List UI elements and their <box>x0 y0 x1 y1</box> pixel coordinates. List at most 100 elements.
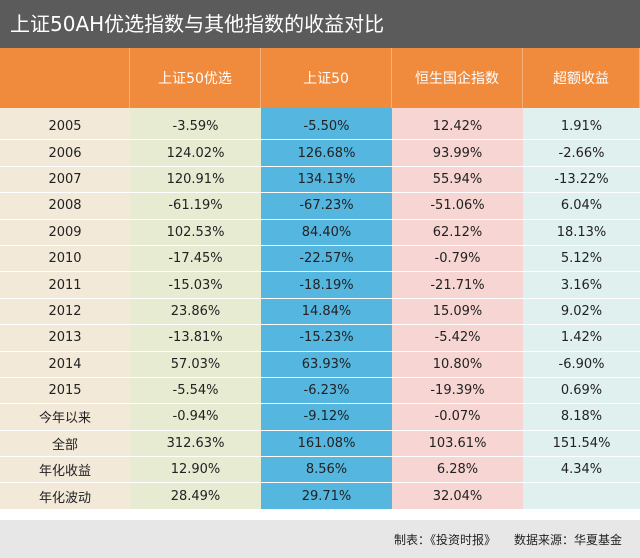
table-cell: 3.16% <box>523 272 640 299</box>
header-spacer <box>523 108 640 114</box>
footer-maker: 制表：《投资时报》 <box>393 532 496 547</box>
row-label: 2011 <box>0 272 130 299</box>
table-cell: 6.04% <box>523 193 640 220</box>
table-cell: -15.23% <box>261 325 392 352</box>
table-cell: 6.28% <box>392 457 523 484</box>
table-cell: -21.71% <box>392 272 523 299</box>
header-spacer <box>130 108 261 114</box>
table-cell: 93.99% <box>392 140 523 167</box>
table-cell: 28.49% <box>130 483 261 510</box>
table-cell: 161.08% <box>261 430 392 458</box>
table-cell: 18.13% <box>523 219 640 246</box>
table-cell: 84.40% <box>261 219 392 246</box>
table-cell: 32.04% <box>392 483 523 510</box>
row-label: 2009 <box>0 219 130 246</box>
table-cell: -0.07% <box>392 404 523 431</box>
header-cell-sz50: 上证50 <box>261 48 392 108</box>
row-label: 年化收益 <box>0 457 130 484</box>
table-cell: 9.02% <box>523 298 640 326</box>
row-label: 2013 <box>0 325 130 352</box>
table-cell: 10.80% <box>392 351 523 378</box>
column-label: 2005 2006 2007 2008 2009 2010 2011 2012 2013 2014… <box>0 48 130 510</box>
table-cell: -2.66% <box>523 140 640 167</box>
table-cell: -9.12% <box>261 404 392 431</box>
table-cell: 57.03% <box>130 351 261 378</box>
row-label: 全部 <box>0 430 130 458</box>
table-cell: 55.94% <box>392 166 523 194</box>
table-cell: -5.42% <box>392 325 523 352</box>
table-cell: -0.94% <box>130 404 261 431</box>
header-spacer <box>0 108 130 114</box>
row-label: 2015 <box>0 377 130 405</box>
table-cell: 0.69% <box>523 377 640 405</box>
header-spacer <box>392 108 523 114</box>
table-cell: 103.61% <box>392 430 523 458</box>
table-cell: 8.18% <box>523 404 640 431</box>
table-cell: 4.34% <box>523 457 640 484</box>
row-label: 2006 <box>0 140 130 167</box>
page-title: 上证50AH优选指数与其他指数的收益对比 <box>0 0 640 48</box>
header-cell-hscei: 恒生国企指数 <box>392 48 523 108</box>
table-cell: 62.12% <box>392 219 523 246</box>
row-label: 2008 <box>0 193 130 220</box>
footer: 制表：《投资时报》 数据来源：华夏基金 <box>0 520 640 558</box>
excess-return-cells: 1.91% -2.66% -13.22% 6.04% 18.13% 5.12% 3.16% 9… <box>523 114 640 510</box>
row-label: 2005 <box>0 114 130 141</box>
hscei-cells: 12.42% 93.99% 55.94% -51.06% 62.12% -0.79% -21… <box>392 114 523 510</box>
column-sz50-select: 上证50优选 -3.59% 124.02% 120.91% -61.19% 102.53… <box>130 48 261 510</box>
table-cell: 12.42% <box>392 114 523 141</box>
header-spacer <box>261 108 392 114</box>
table-cell: 102.53% <box>130 219 261 246</box>
table-cell: -13.81% <box>130 325 261 352</box>
header-cell-label <box>0 48 130 108</box>
table-cell: -0.79% <box>392 245 523 273</box>
table-cell: -3.59% <box>130 114 261 141</box>
row-label: 2012 <box>0 298 130 326</box>
table-cell: -19.39% <box>392 377 523 405</box>
table-cell: 312.63% <box>130 430 261 458</box>
table-cell: -61.19% <box>130 193 261 220</box>
row-label: 今年以来 <box>0 404 130 431</box>
column-hscei: 恒生国企指数 12.42% 93.99% 55.94% -51.06% 62.12% -0… <box>392 48 523 510</box>
table-cell: -5.54% <box>130 377 261 405</box>
table-cell: -5.50% <box>261 114 392 141</box>
row-label: 年化波动 <box>0 483 130 510</box>
table-cell <box>523 483 640 510</box>
table-cell: 134.13% <box>261 166 392 194</box>
table-cell: -6.90% <box>523 351 640 378</box>
table-cell: -18.19% <box>261 272 392 299</box>
sz50-cells: -5.50% 126.68% 134.13% -67.23% 84.40% -22.57%… <box>261 114 392 510</box>
table-cell: -22.57% <box>261 245 392 273</box>
table-cell: 5.12% <box>523 245 640 273</box>
footer-source: 数据来源：华夏基金 <box>513 532 622 547</box>
returns-table: 2005 2006 2007 2008 2009 2010 2011 2012 2013 2014… <box>0 48 640 510</box>
table-cell: 1.91% <box>523 114 640 141</box>
table-cell: 1.42% <box>523 325 640 352</box>
table-cell: 23.86% <box>130 298 261 326</box>
table-cell: -6.23% <box>261 377 392 405</box>
header-cell-sz50-select: 上证50优选 <box>130 48 261 108</box>
table-cell: 120.91% <box>130 166 261 194</box>
table-cell: -15.03% <box>130 272 261 299</box>
label-cells: 2005 2006 2007 2008 2009 2010 2011 2012 2013 2014… <box>0 114 130 510</box>
table-cell: -13.22% <box>523 166 640 194</box>
table-cell: 63.93% <box>261 351 392 378</box>
row-label: 2007 <box>0 166 130 194</box>
table-cell: 15.09% <box>392 298 523 326</box>
table-cell: 29.71% <box>261 483 392 510</box>
table-cell: 8.56% <box>261 457 392 484</box>
table-cell: 12.90% <box>130 457 261 484</box>
table-cell: 14.84% <box>261 298 392 326</box>
column-sz50: 上证50 -5.50% 126.68% 134.13% -67.23% 84.40% -2… <box>261 48 392 510</box>
header-cell-excess-return: 超额收益 <box>523 48 640 108</box>
row-label: 2010 <box>0 245 130 273</box>
table-cell: 124.02% <box>130 140 261 167</box>
table-cell: -17.45% <box>130 245 261 273</box>
table-cell: 151.54% <box>523 430 640 458</box>
column-excess-return: 超额收益 1.91% -2.66% -13.22% 6.04% 18.13% 5.12% 3… <box>523 48 640 510</box>
table-cell: -67.23% <box>261 193 392 220</box>
sz50-select-cells: -3.59% 124.02% 120.91% -61.19% 102.53% -17.45… <box>130 114 261 510</box>
table-cell: 126.68% <box>261 140 392 167</box>
row-label: 2014 <box>0 351 130 378</box>
